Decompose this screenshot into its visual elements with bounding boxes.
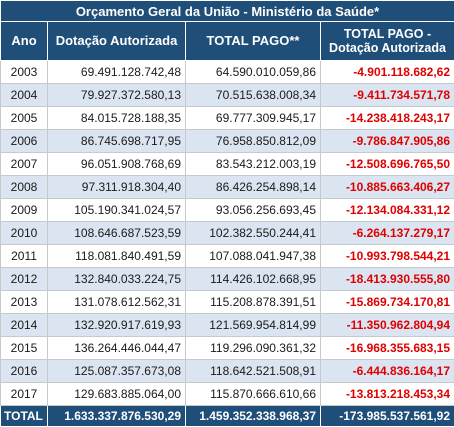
cell-total-pago: 70.515.638.008,34 (186, 84, 321, 107)
cell-diff: -10.885.663.406,27 (321, 176, 454, 199)
total-total-pago: 1.459.352.338.968,37 (186, 406, 321, 427)
cell-ano: 2015 (1, 337, 48, 360)
cell-ano: 2007 (1, 153, 48, 176)
cell-dotacao: 132.920.917.619,93 (48, 314, 186, 337)
table-title: Orçamento Geral da União - Ministério da… (1, 1, 454, 22)
cell-diff: -6.444.836.164,17 (321, 360, 454, 383)
cell-ano: 2009 (1, 199, 48, 222)
cell-dotacao: 129.683.885.064,00 (48, 383, 186, 406)
total-diff: -173.985.537.561,92 (321, 406, 454, 427)
cell-ano: 2012 (1, 268, 48, 291)
cell-ano: 2014 (1, 314, 48, 337)
cell-dotacao: 132.840.033.224,75 (48, 268, 186, 291)
cell-ano: 2005 (1, 107, 48, 130)
cell-total-pago: 64.590.010.059,86 (186, 61, 321, 84)
cell-ano: 2017 (1, 383, 48, 406)
cell-dotacao: 118.081.840.491,59 (48, 245, 186, 268)
cell-total-pago: 114.426.102.668,95 (186, 268, 321, 291)
cell-ano: 2013 (1, 291, 48, 314)
cell-dotacao: 131.078.612.562,31 (48, 291, 186, 314)
cell-ano: 2011 (1, 245, 48, 268)
cell-diff: -15.869.734.170,81 (321, 291, 454, 314)
cell-total-pago: 102.382.550.244,41 (186, 222, 321, 245)
cell-total-pago: 83.543.212.003,19 (186, 153, 321, 176)
cell-dotacao: 97.311.918.304,40 (48, 176, 186, 199)
cell-diff: -10.993.798.544,21 (321, 245, 454, 268)
header-ano: Ano (1, 22, 48, 61)
cell-diff: -14.238.418.243,17 (321, 107, 454, 130)
cell-diff: -9.411.734.571,78 (321, 84, 454, 107)
cell-dotacao: 79.927.372.580,13 (48, 84, 186, 107)
total-dotacao: 1.633.337.876.530,29 (48, 406, 186, 427)
header-diff-line2: Dotação Autorizada (329, 41, 446, 55)
header-row: Ano Dotação Autorizada TOTAL PAGO** TOTA… (1, 22, 454, 61)
cell-ano: 2016 (1, 360, 48, 383)
cell-dotacao: 84.015.728.188,35 (48, 107, 186, 130)
cell-total-pago: 119.296.090.361,32 (186, 337, 321, 360)
cell-ano: 2006 (1, 130, 48, 153)
title-row: Orçamento Geral da União - Ministério da… (1, 1, 454, 22)
header-total-pago: TOTAL PAGO** (186, 22, 321, 61)
cell-diff: -12.508.696.765,50 (321, 153, 454, 176)
cell-total-pago: 107.088.041.947,38 (186, 245, 321, 268)
cell-dotacao: 108.646.687.523,59 (48, 222, 186, 245)
cell-total-pago: 118.642.521.508,91 (186, 360, 321, 383)
cell-total-pago: 121.569.954.814,99 (186, 314, 321, 337)
cell-ano: 2004 (1, 84, 48, 107)
cell-dotacao: 105.190.341.024,57 (48, 199, 186, 222)
cell-total-pago: 115.870.666.610,66 (186, 383, 321, 406)
cell-diff: -6.264.137.279,17 (321, 222, 454, 245)
header-dotacao: Dotação Autorizada (48, 22, 186, 61)
cell-ano: 2010 (1, 222, 48, 245)
cell-diff: -16.968.355.683,15 (321, 337, 454, 360)
cell-total-pago: 69.777.309.945,17 (186, 107, 321, 130)
cell-total-pago: 115.208.878.391,51 (186, 291, 321, 314)
cell-ano: 2008 (1, 176, 48, 199)
cell-diff: -4.901.118.682,62 (321, 61, 454, 84)
header-diff: TOTAL PAGO - Dotação Autorizada (321, 22, 454, 61)
cell-total-pago: 76.958.850.812,09 (186, 130, 321, 153)
total-row: TOTAL 1.633.337.876.530,29 1.459.352.338… (1, 406, 454, 427)
cell-diff: -18.413.930.555,80 (321, 268, 454, 291)
cell-ano: 2003 (1, 61, 48, 84)
cell-dotacao: 86.745.698.717,95 (48, 130, 186, 153)
cell-dotacao: 136.264.446.044,47 (48, 337, 186, 360)
cell-total-pago: 93.056.256.693,45 (186, 199, 321, 222)
cell-dotacao: 125.087.357.673,08 (48, 360, 186, 383)
cell-diff: -13.813.218.453,34 (321, 383, 454, 406)
cell-dotacao: 69.491.128.742,48 (48, 61, 186, 84)
total-label: TOTAL (1, 406, 48, 427)
cell-diff: -12.134.084.331,12 (321, 199, 454, 222)
cell-diff: -9.786.847.905,86 (321, 130, 454, 153)
header-diff-line1: TOTAL PAGO - (344, 27, 431, 41)
cell-total-pago: 86.426.254.898,14 (186, 176, 321, 199)
cell-diff: -11.350.962.804,94 (321, 314, 454, 337)
cell-dotacao: 96.051.908.768,69 (48, 153, 186, 176)
